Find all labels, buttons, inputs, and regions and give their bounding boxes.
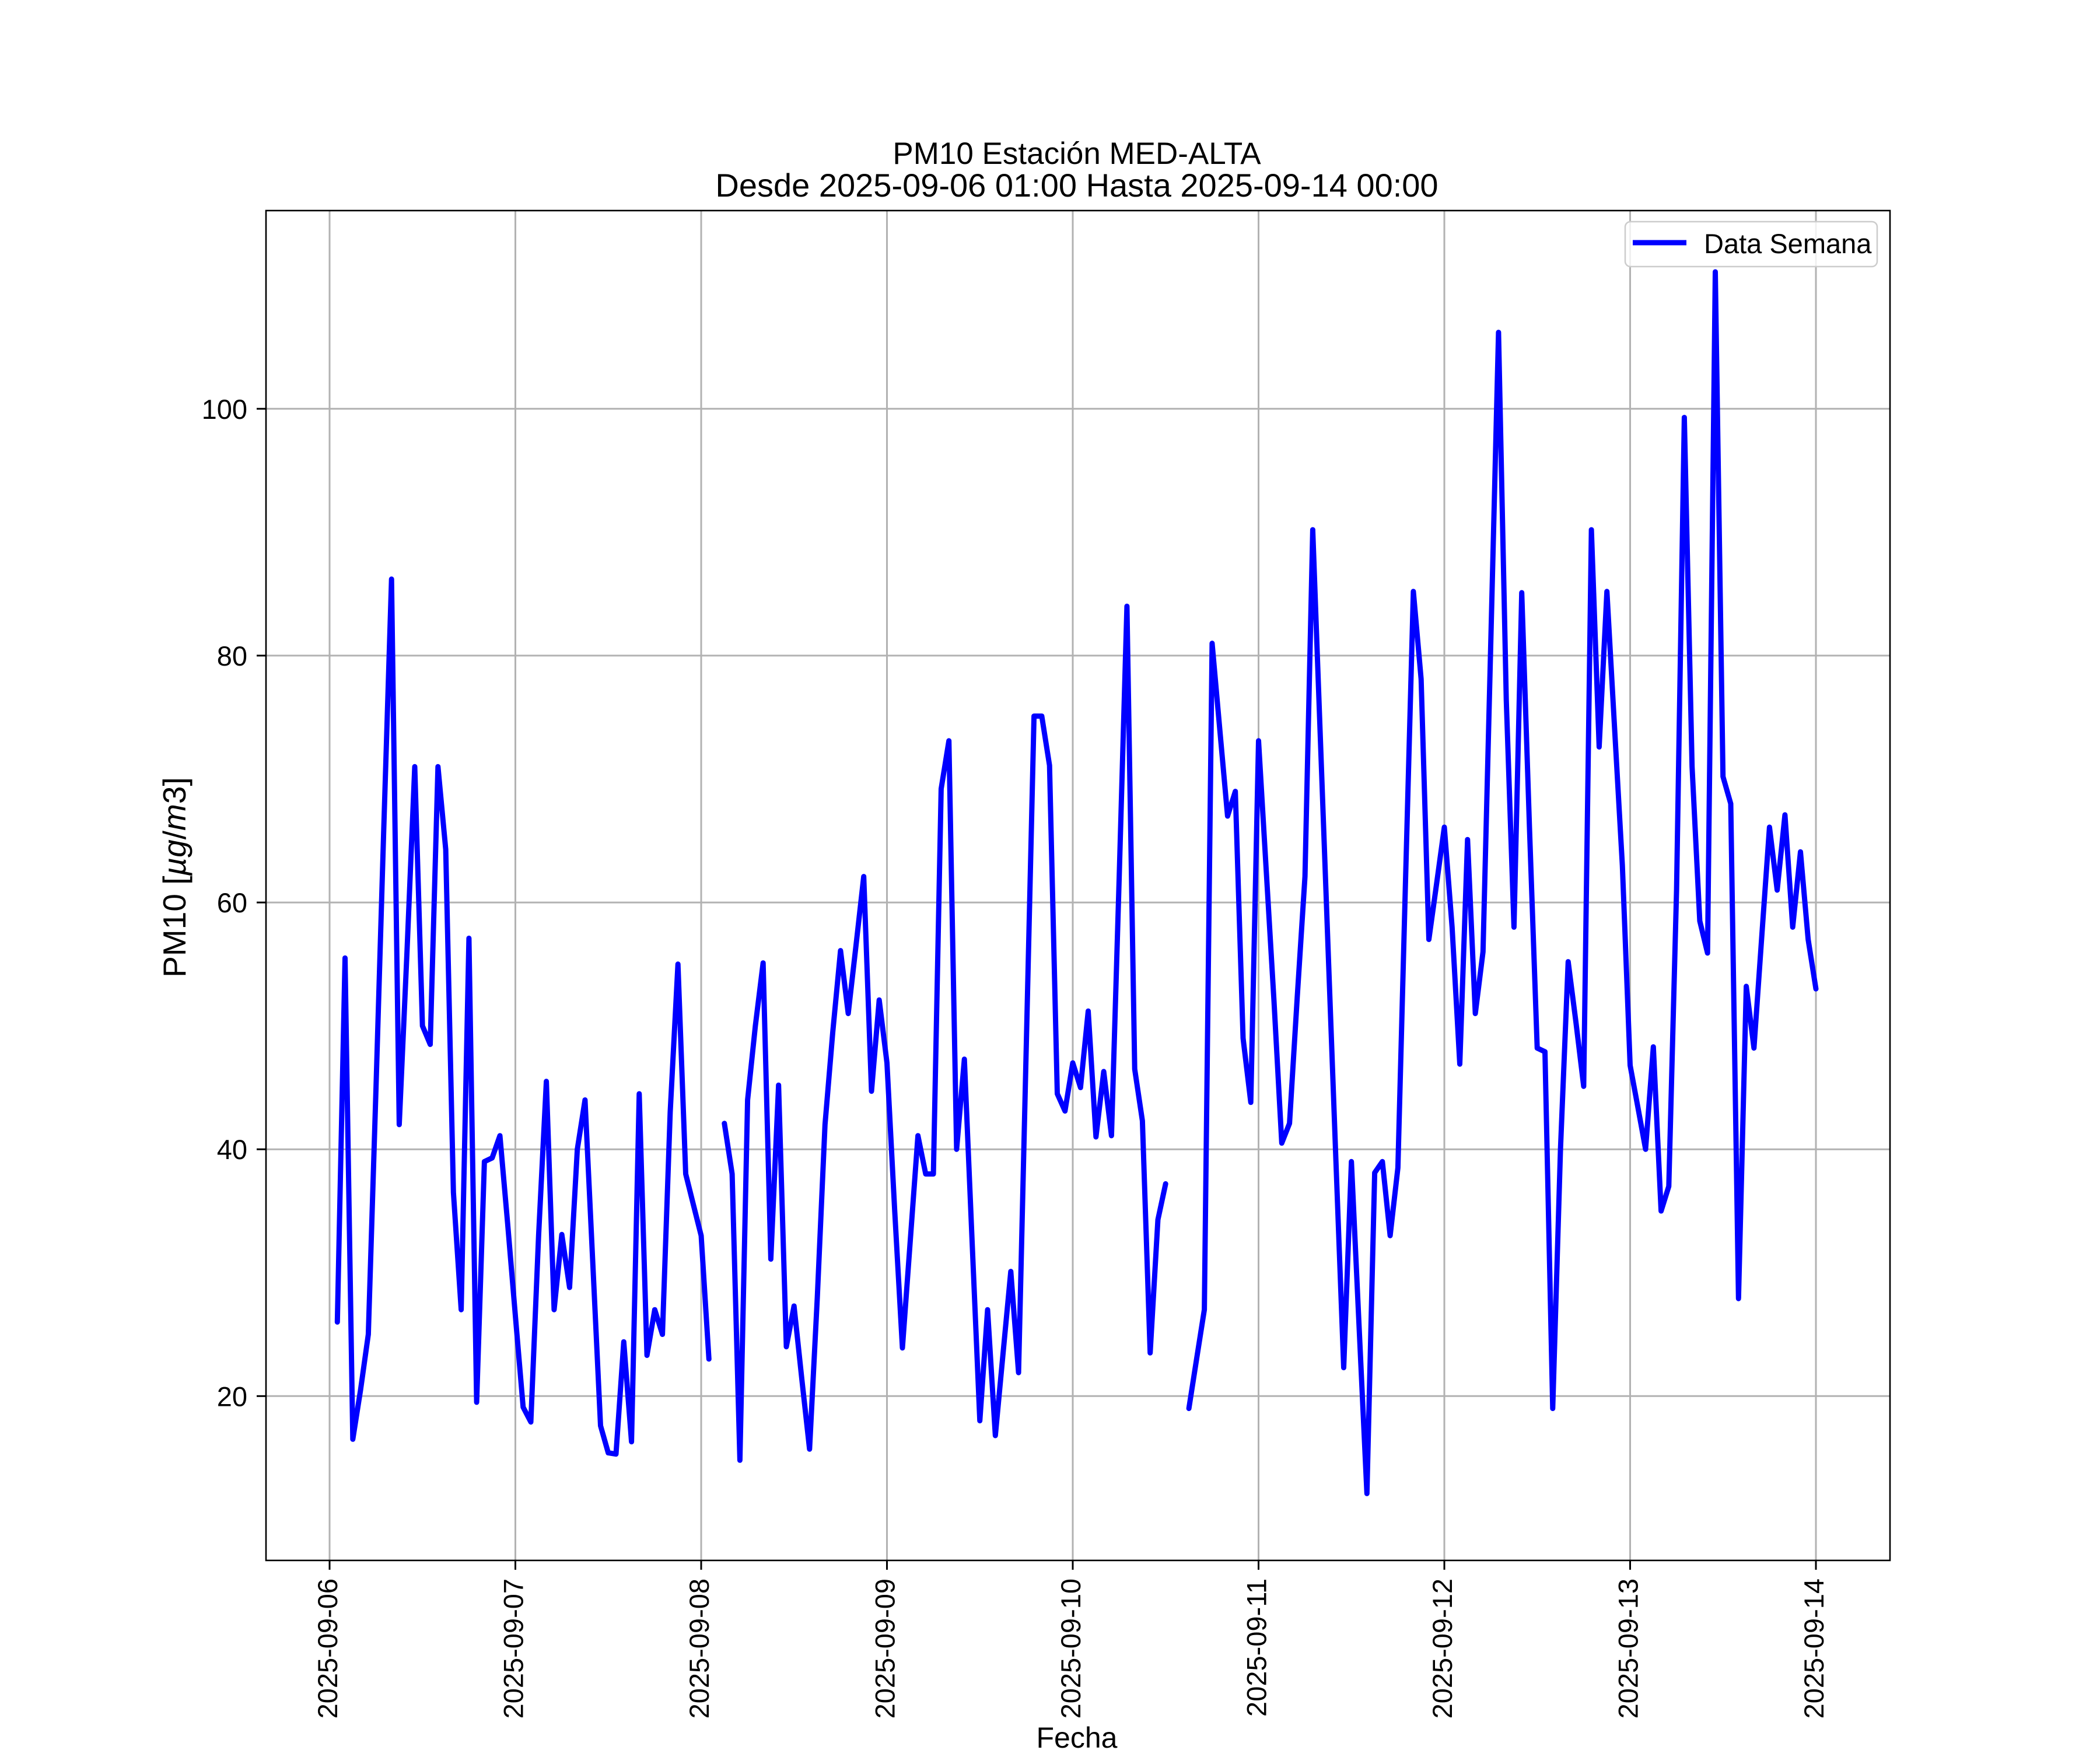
- svg-text:2025-09-10: 2025-09-10: [1055, 1578, 1086, 1718]
- svg-text:60: 60: [217, 887, 247, 918]
- svg-text:2025-09-06: 2025-09-06: [312, 1578, 343, 1718]
- svg-text:100: 100: [202, 394, 247, 425]
- svg-text:80: 80: [217, 640, 247, 671]
- svg-text:2025-09-11: 2025-09-11: [1241, 1578, 1272, 1717]
- svg-text:Fecha: Fecha: [1037, 1721, 1118, 1750]
- svg-text:Data Semana: Data Semana: [1704, 228, 1872, 259]
- svg-text:PM10 Estación MED-ALTA: PM10 Estación MED-ALTA: [892, 136, 1261, 171]
- svg-text:2025-09-13: 2025-09-13: [1613, 1578, 1644, 1718]
- svg-text:20: 20: [217, 1381, 247, 1412]
- svg-text:2025-09-14: 2025-09-14: [1798, 1578, 1829, 1718]
- svg-text:40: 40: [217, 1134, 247, 1165]
- svg-text:Desde 2025-09-06 01:00 Hasta 2: Desde 2025-09-06 01:00 Hasta 2025-09-14 …: [715, 167, 1438, 204]
- svg-text:2025-09-07: 2025-09-07: [498, 1578, 529, 1718]
- svg-text:2025-09-08: 2025-09-08: [684, 1578, 715, 1718]
- svg-text:2025-09-09: 2025-09-09: [870, 1578, 901, 1718]
- svg-text:PM10 [µg/m3]: PM10 [µg/m3]: [156, 777, 192, 978]
- svg-text:2025-09-12: 2025-09-12: [1427, 1578, 1458, 1718]
